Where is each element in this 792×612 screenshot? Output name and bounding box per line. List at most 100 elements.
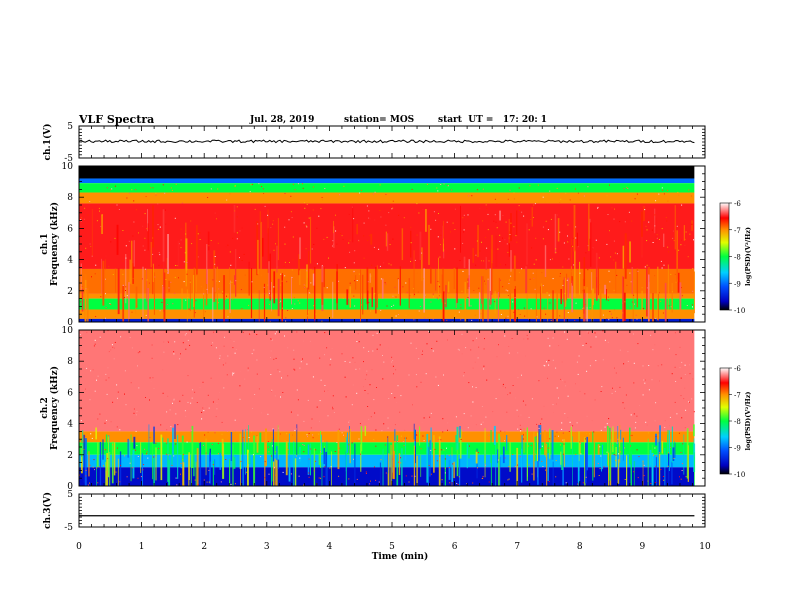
spectrogram-streak [111, 441, 114, 484]
spectrogram-noise [360, 189, 362, 191]
spectrogram-noise [174, 276, 176, 278]
spectrogram-noise [536, 423, 538, 425]
spectrogram-noise [642, 394, 644, 396]
spectrogram-streak [171, 453, 173, 465]
spectrogram-streak [578, 431, 580, 471]
spectrogram-noise [622, 312, 624, 314]
spectrogram-noise [607, 214, 609, 215]
spectrogram-streak [468, 275, 470, 287]
spectrogram-streak [333, 226, 335, 248]
spectrogram-noise [379, 184, 381, 186]
y-tick-label: 0 [67, 318, 73, 328]
spectrogram-noise [306, 226, 308, 228]
spectrogram-noise [484, 280, 485, 282]
spectrogram-noise [125, 404, 127, 406]
spectrogram-noise [587, 245, 589, 247]
spectrogram-noise [529, 278, 531, 280]
spectrogram-noise [643, 464, 645, 466]
spectrogram-noise [279, 301, 281, 303]
spectrogram-noise [644, 379, 646, 381]
spectrogram-noise [97, 418, 99, 420]
spectrogram-noise [182, 342, 184, 344]
spectrogram-noise [594, 332, 596, 334]
spectrogram-noise [561, 441, 563, 443]
spectrogram-noise [397, 314, 399, 315]
spectrogram-noise [354, 361, 356, 363]
spectrogram-noise [609, 281, 611, 283]
spectrogram-noise [572, 425, 574, 427]
spectrogram-noise [199, 239, 201, 240]
spectrogram-noise [615, 460, 616, 461]
spectrogram-noise [287, 449, 289, 451]
spectrogram-noise [251, 281, 253, 283]
spectrogram-noise [403, 437, 405, 439]
spectrogram-noise [385, 283, 387, 285]
spectrogram-noise [420, 381, 422, 383]
spectrogram-noise [658, 193, 660, 195]
spectrogram-noise [249, 332, 251, 334]
spectrogram-noise [167, 340, 169, 342]
spectrogram-noise [560, 198, 562, 200]
spectrogram-noise [467, 281, 469, 283]
spectrogram-noise [290, 211, 292, 213]
spectrogram-noise [599, 377, 601, 379]
spectrogram-noise [678, 249, 680, 251]
spectrogram-noise [359, 453, 361, 455]
spectrogram-noise [654, 275, 656, 277]
colorbar-tick-label: -8 [734, 254, 741, 262]
spectrogram-noise [178, 277, 179, 279]
spectrogram-streak [256, 221, 259, 276]
spectrogram-noise [433, 296, 434, 298]
spectrogram-noise [321, 197, 323, 198]
spectrogram-noise [575, 226, 577, 228]
spectrogram-noise [689, 233, 691, 235]
spectrogram-noise [664, 420, 666, 422]
spectrogram-noise [616, 274, 618, 276]
spectrogram-noise [494, 214, 496, 216]
spectrogram-streak [451, 456, 454, 482]
spectrogram-noise [271, 389, 273, 391]
spectrogram-noise [142, 225, 144, 227]
spectrogram-streak [155, 447, 157, 481]
spectrogram-streak [686, 428, 689, 479]
spectrogram-noise [504, 239, 506, 241]
spectrogram-noise [543, 307, 545, 309]
spectrogram-noise [188, 308, 190, 310]
spectrogram-noise [575, 188, 576, 190]
spectrogram-noise [332, 395, 334, 397]
spectrogram-noise [629, 435, 631, 437]
spectrogram-noise [525, 355, 527, 357]
spectrogram-streak [81, 438, 83, 457]
spectrogram-noise [499, 241, 501, 242]
spectrogram-streak [277, 278, 280, 317]
spectrogram-noise [212, 279, 214, 281]
spectrogram-noise [151, 357, 153, 359]
spectrogram-noise [692, 268, 694, 270]
spectrogram-noise [654, 214, 656, 216]
spectrogram-streak [586, 293, 588, 322]
spectrogram-noise [504, 431, 506, 433]
spectrogram-noise [461, 317, 463, 319]
spectrogram-noise [97, 375, 99, 377]
spectrogram-noise [119, 429, 121, 431]
spectrogram-noise [680, 377, 682, 379]
y-tick-label: 5 [67, 122, 73, 132]
spectrogram-noise [99, 466, 101, 468]
spectrogram-noise [321, 265, 323, 267]
spectrogram-streak [419, 231, 422, 260]
spectrogram-streak [414, 429, 416, 447]
spectrogram-noise [693, 239, 694, 241]
spectrogram-noise [234, 185, 236, 187]
spectrogram-noise [392, 458, 394, 460]
spectrogram-noise [363, 235, 365, 237]
spectrogram-noise [531, 398, 533, 400]
spectrogram-noise [157, 203, 159, 205]
spectrogram-noise [514, 465, 516, 467]
spectrogram-noise [274, 482, 276, 484]
spectrogram-noise [545, 313, 547, 315]
spectrogram-noise [613, 259, 615, 261]
spectrogram-noise [373, 193, 375, 195]
spectrogram-noise [308, 292, 310, 294]
spectrogram-noise [442, 418, 444, 420]
spectrogram-streak [349, 429, 351, 464]
